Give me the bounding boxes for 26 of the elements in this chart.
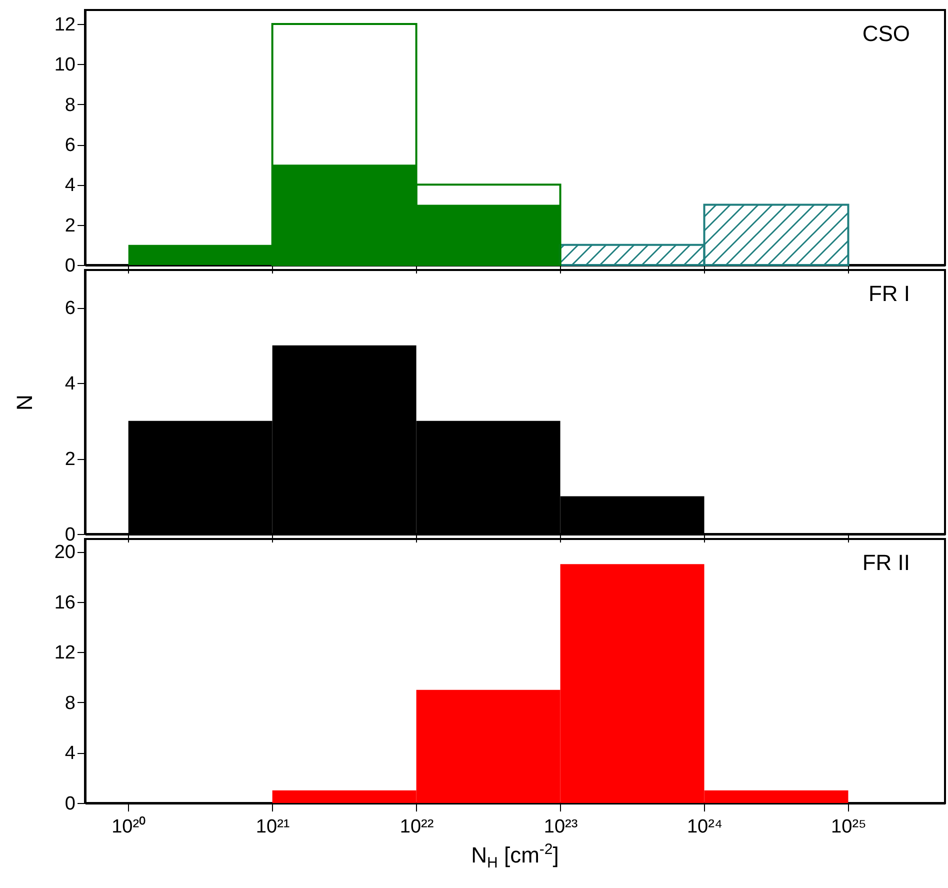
y-tick-label: 0	[64, 256, 76, 276]
x-tick-label: 10²²	[400, 816, 434, 838]
y-tick-label: 16	[54, 592, 76, 614]
x-tick-label: 10²⁴	[686, 816, 723, 838]
y-tick-label: 10	[54, 54, 76, 76]
y-tick-label: 12	[54, 14, 76, 36]
annotation: CSO	[862, 21, 910, 46]
annotation: FR II	[862, 550, 910, 575]
x-tick-label: 10²⁰	[112, 816, 146, 838]
y-tick-label: 4	[64, 374, 76, 395]
x-axis-title: N$_{H}$ [cm$^{-2}$]	[471, 841, 559, 873]
x-tick-label: 10²¹	[256, 816, 290, 838]
y-tick-label: 6	[64, 298, 76, 320]
y-tick-label: 2	[64, 215, 76, 236]
y-tick-label: 4	[64, 175, 76, 196]
y-tick-label: 12	[54, 642, 76, 664]
y-tick-label: 4	[64, 743, 76, 764]
annotation: FR I	[868, 281, 910, 306]
y-tick-label: 8	[64, 692, 76, 714]
y-tick-label: 6	[64, 135, 76, 156]
x-tick-label: 10²³	[544, 816, 578, 838]
x-tick-label: 10²⁵	[831, 816, 866, 838]
y-tick-label: 8	[64, 94, 76, 116]
y-tick-label: 0	[64, 794, 76, 814]
y-axis-title: N	[12, 394, 37, 410]
y-tick-label: 2	[64, 449, 76, 470]
